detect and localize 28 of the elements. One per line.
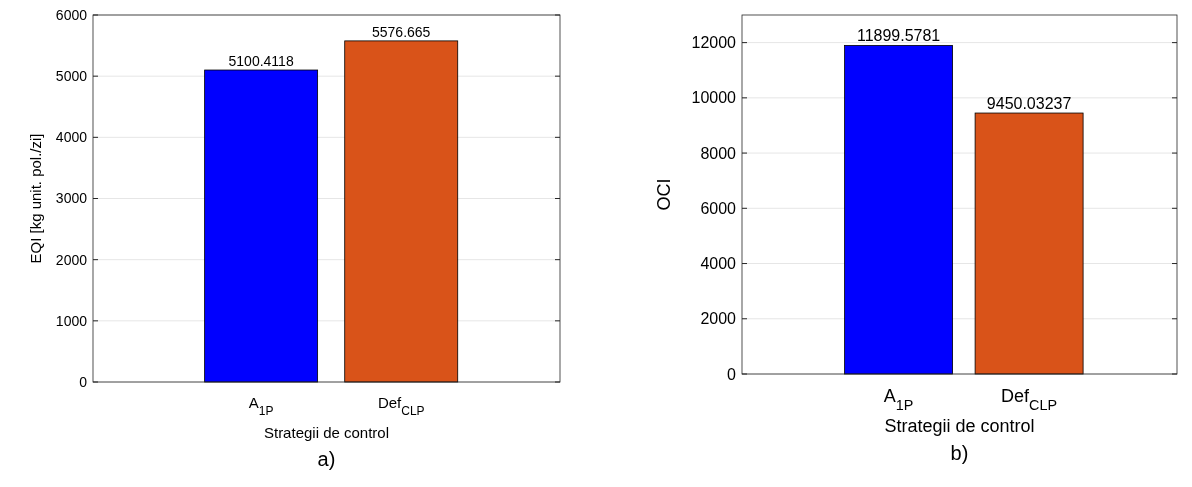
data-label: 11899.5781 <box>856 27 941 45</box>
y-tick-label: 5000 <box>55 68 88 85</box>
text: a) <box>317 448 336 470</box>
y-tick-label: 3000 <box>55 190 88 207</box>
y-tick-label: 2000 <box>700 310 737 328</box>
x-tick-label: Def$_{CLP}$ <box>377 394 425 418</box>
data-label: 5576.665 <box>372 23 431 40</box>
y-axis-title: EQI [kg unit. pol./zi] <box>27 133 44 264</box>
x-axis-title: Strategii de control <box>263 424 390 441</box>
y-tick-label: 8000 <box>700 144 737 162</box>
y-tick-label: 12000 <box>691 34 737 52</box>
y-tick-label: 0 <box>79 373 88 390</box>
y-axis-title: OCI <box>654 178 674 211</box>
y-tick-label: 4000 <box>55 129 88 146</box>
y-tick-label: 0 <box>727 365 737 383</box>
text: b) <box>950 442 969 464</box>
y-tick-label: 10000 <box>691 89 737 107</box>
x-axis-title: Strategii de control <box>884 416 1035 436</box>
x-tick-label: Def$_{CLP}$ <box>1001 386 1058 413</box>
y-tick-label: 6000 <box>700 199 737 217</box>
y-tick-label: 6000 <box>55 6 88 23</box>
data-label: 9450.03237 <box>986 95 1072 113</box>
x-tick-label: A$_{1P}$ <box>248 394 274 418</box>
y-tick-label: 2000 <box>55 251 88 268</box>
x-tick-label: A$_{1P}$ <box>883 386 914 413</box>
y-tick-label: 4000 <box>700 255 737 273</box>
data-label: 5100.4118 <box>228 53 294 70</box>
y-tick-label: 1000 <box>55 312 88 329</box>
